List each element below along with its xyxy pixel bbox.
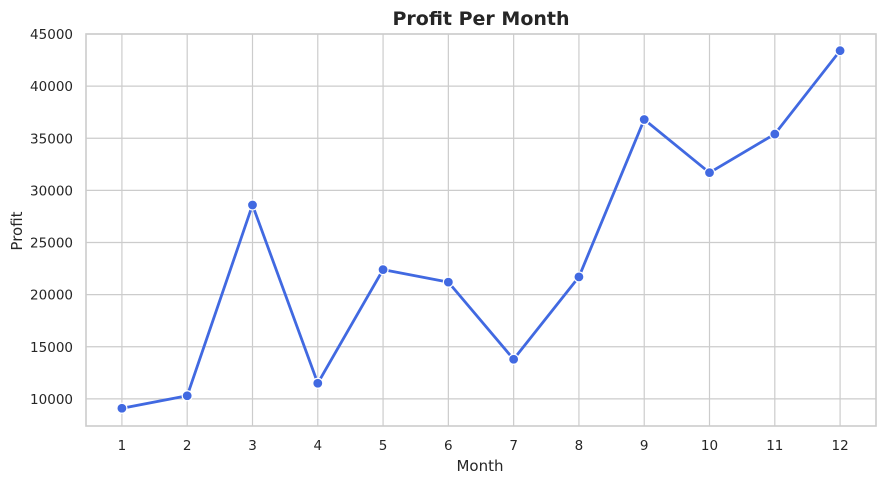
data-point: [573, 271, 585, 283]
data-point: [442, 276, 454, 288]
tick-labels: 1 2 3 4 5 6 7 8 9 10 11 121000015000200002500030000…: [30, 27, 849, 454]
x-tick-label: 2: [183, 438, 192, 454]
x-tick-label: 7: [509, 438, 518, 454]
x-tick-label: 9: [640, 438, 649, 454]
series-layer: [116, 45, 846, 414]
y-tick-label: 25000: [30, 236, 73, 252]
y-axis-label: Profit: [8, 211, 26, 250]
data-point: [508, 353, 520, 365]
data-point: [703, 167, 716, 179]
x-tick-label: 11: [766, 438, 783, 454]
x-tick-label: 1: [118, 438, 127, 454]
data-point: [377, 264, 389, 276]
data-point: [834, 45, 846, 57]
x-tick-label: 12: [831, 438, 848, 454]
x-tick-label: 4: [313, 438, 322, 454]
data-point: [312, 377, 324, 389]
x-tick-label: 10: [701, 438, 718, 454]
x-tick-label: 5: [379, 438, 388, 454]
series-line: [120, 49, 842, 410]
y-tick-label: 15000: [30, 340, 73, 356]
data-point: [246, 199, 259, 211]
x-tick-label: 6: [444, 438, 453, 454]
data-point: [638, 113, 650, 126]
y-tick-label: 40000: [30, 79, 73, 95]
y-tick-label: 20000: [30, 288, 73, 304]
plot-frame: [85, 33, 877, 427]
chart-title: Profit Per Month: [392, 8, 569, 30]
x-axis-label: Month: [456, 457, 503, 475]
data-point: [116, 402, 128, 414]
y-tick-label: 30000: [30, 183, 73, 199]
grid-layer: [86, 33, 876, 426]
x-tick-label: 3: [248, 438, 257, 454]
y-tick-label: 10000: [30, 392, 73, 408]
data-point: [769, 128, 781, 140]
x-tick-label: 8: [575, 438, 584, 454]
y-tick-label: 45000: [30, 27, 73, 43]
y-tick-label: 35000: [30, 131, 73, 147]
data-point: [181, 390, 193, 402]
